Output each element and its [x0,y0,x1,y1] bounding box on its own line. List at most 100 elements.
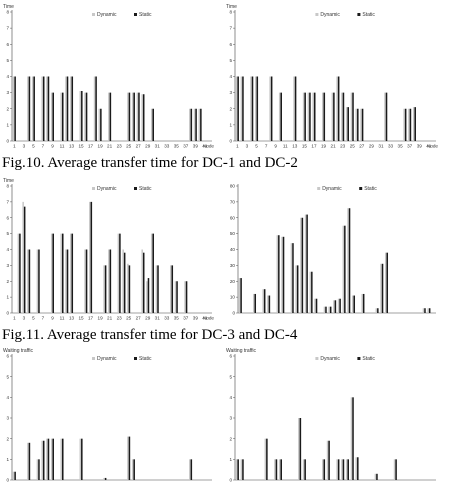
bar-dynamic [131,92,134,141]
y-tick-label: 1 [6,122,9,127]
x-tick-label: 23 [340,144,346,149]
y-tick-label: 4 [6,395,9,400]
bar-static [282,236,285,313]
bar-dynamic [331,92,334,141]
x-tick-label: 31 [378,144,384,149]
x-tick-label: 5 [255,144,258,149]
bar-static [268,295,271,313]
bar-static [242,459,244,480]
bar-dynamic [336,459,338,480]
bar-dynamic [281,236,283,313]
y-tick-label: 7 [6,26,9,31]
y-tick-label: 6 [6,42,9,47]
bar-dynamic [60,92,62,141]
bar-static [142,94,145,141]
y-tick-label: 6 [229,42,232,47]
bar-dynamic [355,108,358,141]
bar-static [377,308,379,313]
bar-dynamic [276,235,279,313]
y-tick-label: 50 [230,231,236,236]
bar-dynamic [103,477,105,480]
legend-static-label: Static [364,186,377,192]
bar-dynamic [412,107,415,141]
x-tick-label: 37 [183,316,189,321]
y-tick-label: 3 [6,416,9,421]
bar-static [266,438,268,480]
y-tick-label: 0 [6,311,9,316]
x-tick-label: 17 [311,144,317,149]
bar-dynamic [50,438,53,480]
bar-static [357,457,359,480]
bar-dynamic [240,76,243,141]
x-tick-label: 3 [246,144,249,149]
x-tick-label: 13 [292,144,298,149]
bar-static [306,214,308,313]
bar-static [81,438,83,480]
bar-static [123,252,126,313]
bar-static [353,295,356,313]
bar-static [348,208,351,313]
bar-static [62,438,64,480]
bar-dynamic [12,76,15,141]
legend-dynamic-label: Dynamic [322,186,342,192]
bar-static [299,418,302,480]
bar-dynamic [93,76,96,141]
bar-dynamic [375,308,378,313]
bar-static [404,108,407,141]
bar-static [104,477,107,480]
y-tick-label: 80 [230,184,236,189]
y-tick-label: 4 [6,247,9,252]
bar-dynamic [380,263,382,313]
bar-dynamic [312,92,314,141]
legend-dynamic-label: Dynamic [320,356,340,362]
bar-dynamic [250,76,252,141]
bar-static [52,92,54,141]
bar-dynamic [408,108,410,141]
bar-dynamic [427,308,429,313]
bar-dynamic [326,440,329,480]
legend-static-swatch [357,13,361,16]
bar-static [128,92,131,141]
bar-dynamic [393,459,396,480]
bar-dynamic [36,249,39,313]
bar-dynamic [65,249,67,313]
bar-static [190,108,193,141]
bar-static [28,76,31,141]
x-tick-label: 7 [265,144,268,149]
bar-static [81,91,83,141]
bar-dynamic [347,208,349,313]
bar-dynamic [84,92,86,141]
x-tick-label: 31 [155,316,161,321]
bar-dynamic [146,281,148,313]
legend-dynamic-swatch [315,13,319,16]
x-axis-label: Node [203,144,214,149]
bar-dynamic [122,249,124,313]
y-tick-label: 60 [230,215,236,220]
bar-static [147,278,150,313]
y-tick-label: 4 [229,395,232,400]
bar-dynamic [89,201,91,313]
bar-dynamic [174,281,177,313]
x-tick-label: 21 [107,144,113,149]
bar-static [28,249,31,313]
bar-static [152,233,154,313]
bar-dynamic [150,233,153,313]
y-tick-label: 10 [230,295,236,300]
bar-dynamic [50,233,53,313]
bar-static [280,92,282,141]
bar-static [280,459,282,480]
y-tick-label: 5 [229,374,232,379]
bar-static [176,281,178,313]
bar-dynamic [50,92,53,141]
y-tick-label: 5 [6,374,9,379]
bar-static [278,235,280,313]
bar-dynamic [27,76,29,141]
y-tick-label: 1 [229,457,232,462]
bar-static [301,217,304,313]
x-tick-label: 35 [174,316,180,321]
legend-static-label: Static [139,12,152,18]
bar-dynamic [355,457,358,480]
y-tick-label: 40 [230,247,236,252]
